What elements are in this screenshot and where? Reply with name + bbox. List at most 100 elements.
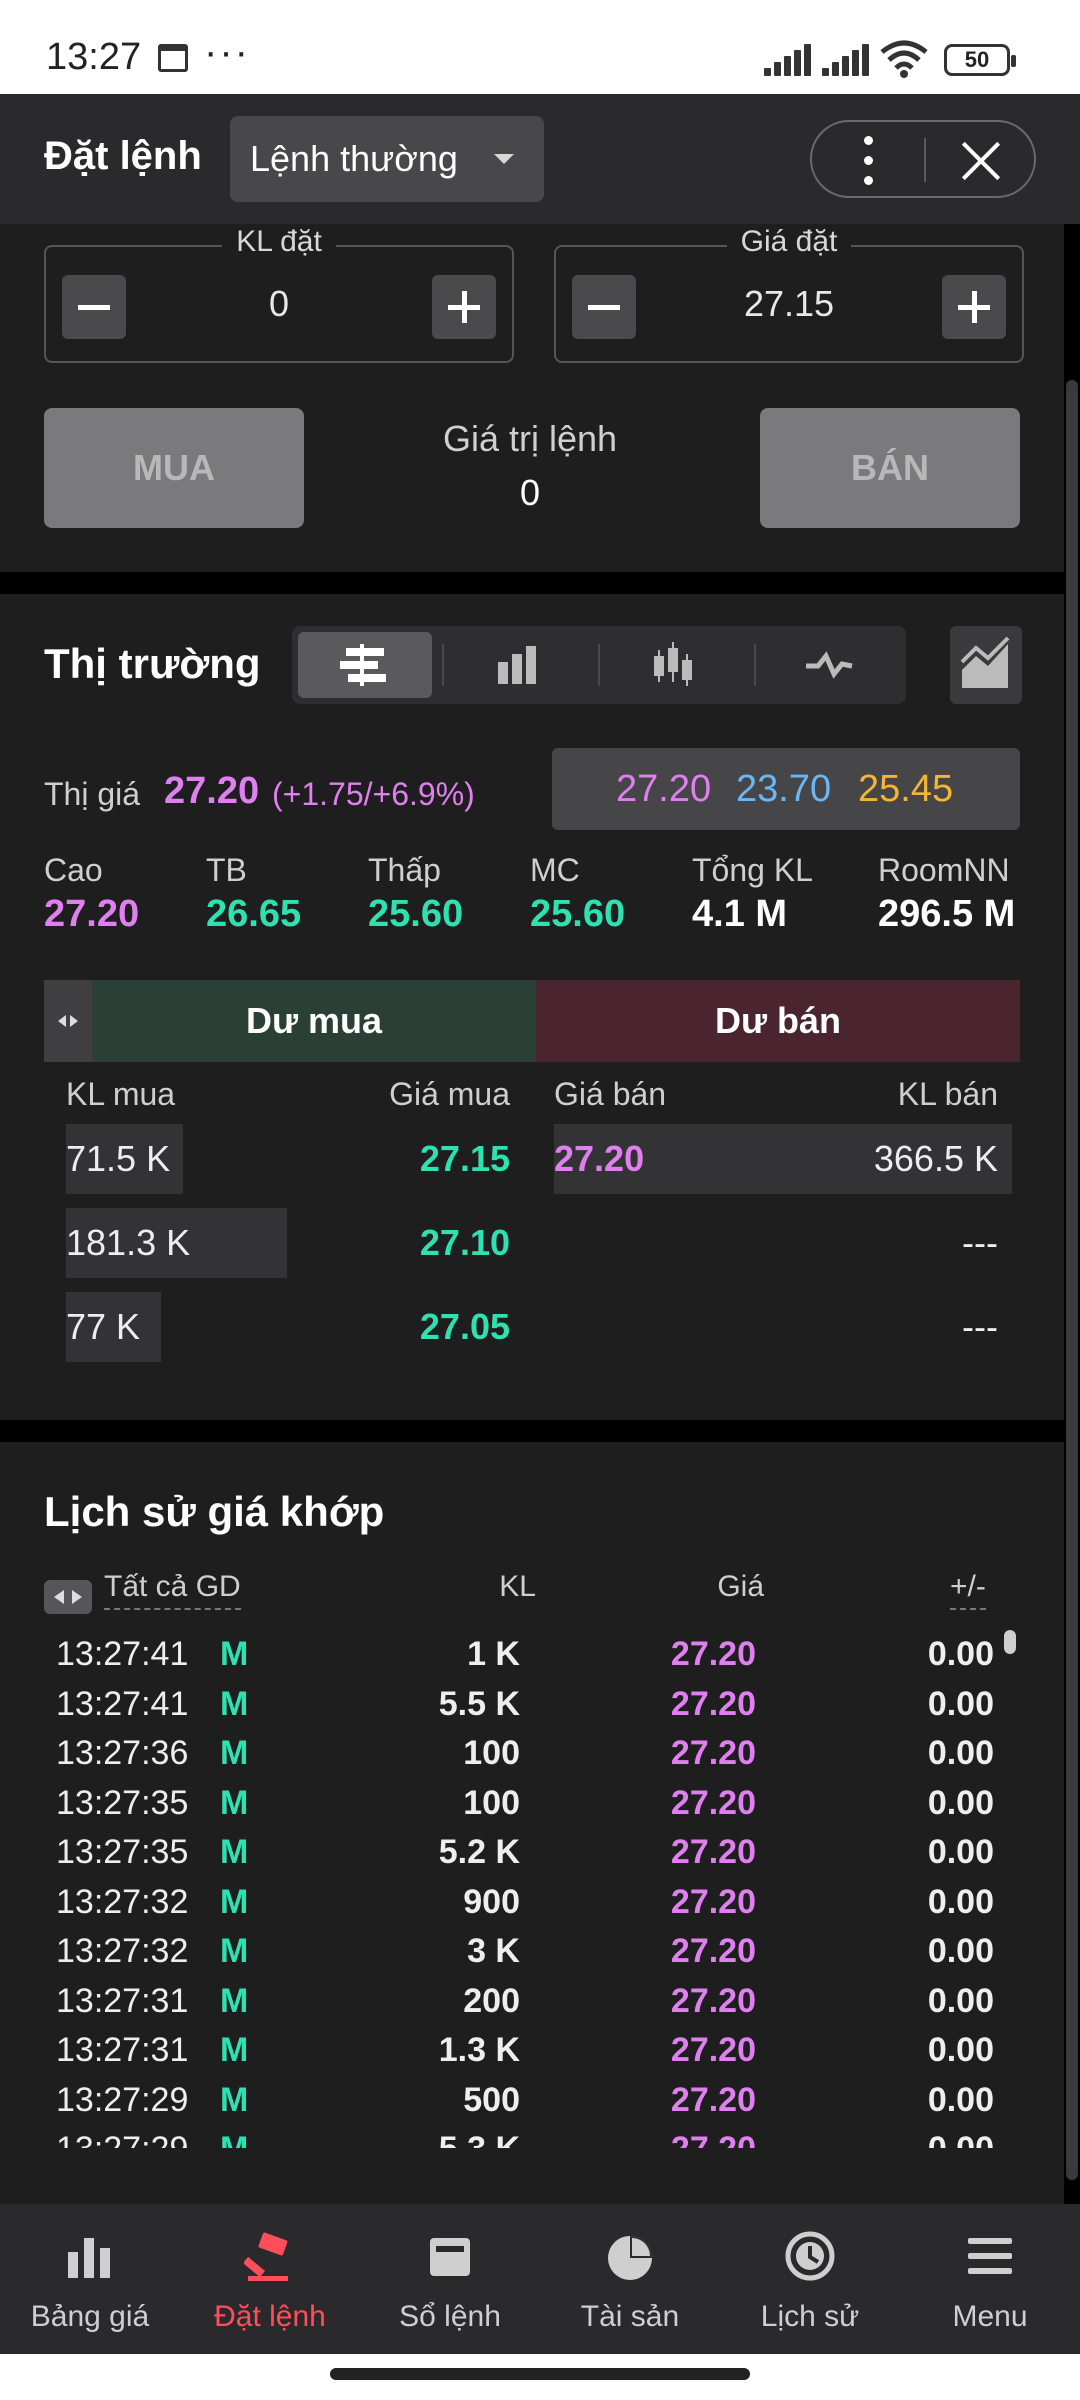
- reference-price: 25.45: [858, 768, 954, 810]
- buy-volume[interactable]: 71.5 K: [66, 1138, 171, 1179]
- orderbook-expand-toggle[interactable]: [44, 980, 92, 1062]
- quantity-input[interactable]: 0: [268, 283, 290, 324]
- buy-volume-bar: [66, 1292, 161, 1362]
- chart-button[interactable]: [950, 626, 1022, 704]
- stat-item: MC 25.60: [530, 852, 625, 936]
- history-row[interactable]: 13:27:41 M 1 K 27.20 0.00: [0, 1630, 1064, 1680]
- nav-item-label: Sổ lệnh: [399, 2300, 501, 2333]
- buy-volume-bar: [66, 1124, 183, 1194]
- trade-history-list[interactable]: 13:27:41 M 1 K 27.20 0.00 13:27:41 M 5.5 K 27.20…: [0, 1630, 1064, 2148]
- nav-item-gavel[interactable]: Đặt lệnh: [180, 2204, 360, 2354]
- trade-price: 27.20: [670, 1833, 756, 1871]
- buy-volume[interactable]: 77 K: [66, 1306, 141, 1347]
- sell-price-header: Giá bán: [554, 1076, 667, 1112]
- tab-candles[interactable]: [606, 632, 740, 698]
- trade-side: M: [220, 1833, 249, 1871]
- trade-change: 0.00: [927, 1981, 994, 2020]
- sell-volume-header: KL bán: [897, 1076, 998, 1112]
- price-decrease-button[interactable]: [572, 275, 636, 339]
- buy-volume-header: KL mua: [66, 1076, 176, 1112]
- stat-label: RoomNN: [878, 852, 1010, 888]
- price-increase-button[interactable]: [942, 275, 1006, 339]
- trade-time: 13:27:41: [56, 1684, 189, 1723]
- tab-volume-bars[interactable]: [450, 632, 584, 698]
- gavel-icon: [244, 2232, 288, 2281]
- buy-depth-header: Dư mua: [92, 980, 536, 1062]
- trade-volume: 1.3 K: [438, 2031, 520, 2069]
- nav-item-price-board[interactable]: Bảng giá: [0, 2204, 180, 2354]
- trade-price: 27.20: [670, 1684, 756, 1723]
- page-title: Đặt lệnh: [44, 134, 202, 178]
- buy-button[interactable]: MUA: [44, 408, 304, 528]
- battery-icon: 50: [944, 44, 1016, 76]
- trade-side: M: [220, 1635, 249, 1673]
- stat-item: RoomNN 296.5 M: [878, 852, 1015, 936]
- nav-item-menu[interactable]: Menu: [900, 2204, 1080, 2354]
- nav-item-order-book[interactable]: Sổ lệnh: [360, 2204, 540, 2354]
- stat-value: 27.20: [44, 893, 140, 935]
- more-options-icon[interactable]: [856, 132, 880, 188]
- history-volume-header: KL: [499, 1570, 536, 1603]
- stat-item: Tổng KL 4.1 M: [692, 852, 813, 936]
- home-indicator[interactable]: [330, 2368, 750, 2380]
- nav-item-label: Đặt lệnh: [214, 2300, 326, 2333]
- trade-price: 27.20: [670, 2031, 756, 2069]
- history-row[interactable]: 13:27:35 M 100 27.20 0.00: [0, 1779, 1064, 1829]
- trade-volume: 1 K: [467, 1635, 520, 1673]
- quantity-decrease-button[interactable]: [62, 275, 126, 339]
- stat-item: TB 26.65: [206, 852, 301, 936]
- page-scrollbar[interactable]: [1066, 380, 1078, 2180]
- buy-volume-bar: [66, 1208, 287, 1278]
- trade-time: 13:27:29: [56, 2125, 188, 2148]
- stat-value: 4.1 M: [692, 893, 788, 935]
- trade-side: M: [220, 1981, 249, 2020]
- expand-arrows-icon: [58, 1015, 78, 1027]
- nav-item-label: Tài sản: [580, 2300, 680, 2333]
- buy-price[interactable]: 27.10: [419, 1222, 510, 1263]
- trade-time: 13:27:29: [56, 2080, 189, 2119]
- stat-value: 26.65: [206, 893, 302, 935]
- history-expand-toggle[interactable]: [44, 1580, 92, 1614]
- trade-filter-dropdown[interactable]: Tất cả GD: [104, 1570, 241, 1610]
- trade-side: M: [220, 2080, 249, 2119]
- history-row[interactable]: 13:27:32 M 3 K 27.20 0.00: [0, 1927, 1064, 1977]
- tab-orderbook[interactable]: [298, 632, 432, 698]
- trade-change: 0.00: [927, 1635, 994, 1673]
- history-row[interactable]: 13:27:35 M 5.2 K 27.20 0.00: [0, 1828, 1064, 1878]
- orderbook-icon: [340, 644, 386, 686]
- history-row[interactable]: 13:27:31 M 1.3 K 27.20 0.00: [0, 2026, 1064, 2076]
- history-row[interactable]: 13:27:41 M 5.5 K 27.20 0.00: [0, 1680, 1064, 1730]
- nav-item-clock[interactable]: Lịch sử: [720, 2204, 900, 2354]
- trade-volume: 3 K: [467, 1932, 520, 1970]
- sell-volume[interactable]: ---: [962, 1222, 998, 1263]
- history-row[interactable]: 13:27:29 M 5.3 K 27.20 0.00: [0, 2125, 1064, 2148]
- stat-item: Cao 27.20: [44, 852, 139, 936]
- history-row[interactable]: 13:27:29 M 500 27.20 0.00: [0, 2076, 1064, 2126]
- order-type-dropdown[interactable]: Lệnh thường: [230, 116, 544, 202]
- history-row[interactable]: 13:27:31 M 200 27.20 0.00: [0, 1977, 1064, 2027]
- nav-item-pie-chart[interactable]: Tài sản: [540, 2204, 720, 2354]
- signal-icon: [764, 44, 814, 76]
- stat-value: 25.60: [368, 893, 464, 935]
- buy-price[interactable]: 27.05: [419, 1306, 510, 1347]
- menu-icon: [968, 2238, 1012, 2274]
- sell-button[interactable]: BÁN: [760, 408, 1020, 528]
- history-scrollbar[interactable]: [1004, 1630, 1016, 1654]
- trade-change: 0.00: [927, 1783, 994, 1822]
- order-value: 0: [519, 472, 541, 513]
- history-row[interactable]: 13:27:36 M 100 27.20 0.00: [0, 1729, 1064, 1779]
- buy-volume[interactable]: 181.3 K: [66, 1222, 191, 1263]
- price-input[interactable]: 27.15: [743, 283, 835, 324]
- more-notifications-icon: ···: [204, 30, 250, 74]
- status-time: 13:27: [46, 36, 142, 78]
- quantity-increase-button[interactable]: [432, 275, 496, 339]
- buy-price[interactable]: 27.15: [419, 1138, 510, 1179]
- close-icon[interactable]: [958, 138, 1004, 184]
- trade-change: 0.00: [927, 2080, 994, 2119]
- sell-price[interactable]: 27.20: [554, 1138, 645, 1179]
- sell-volume[interactable]: ---: [962, 1306, 998, 1347]
- tab-line-chart[interactable]: [762, 632, 896, 698]
- stat-label: Tổng KL: [692, 852, 813, 888]
- history-row[interactable]: 13:27:32 M 900 27.20 0.00: [0, 1878, 1064, 1928]
- sell-volume[interactable]: 366.5 K: [873, 1138, 998, 1179]
